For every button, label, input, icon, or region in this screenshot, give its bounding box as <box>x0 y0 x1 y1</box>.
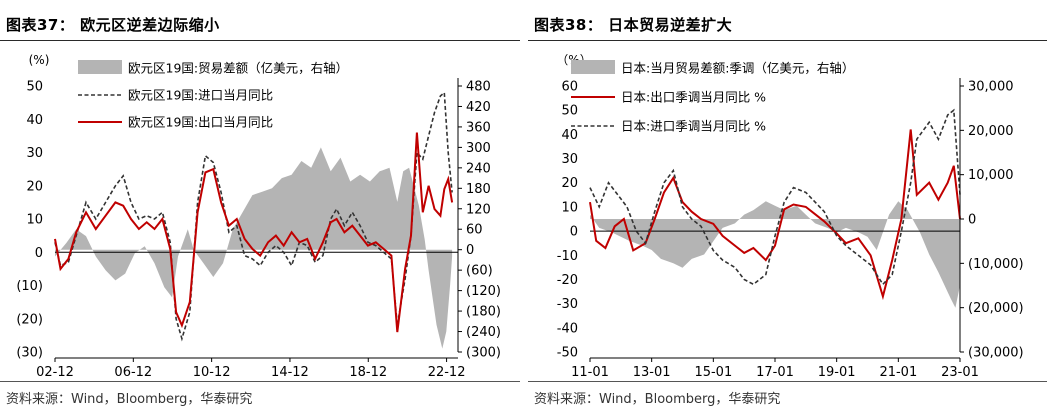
y-left-tick-label: 20 <box>26 179 43 194</box>
y-right-tick-label: 240 <box>466 161 491 176</box>
y-right-tick-label: 0 <box>968 213 976 228</box>
y-left-tick-label: (20) <box>16 312 43 327</box>
legend-label: 日本:进口季调当月同比 % <box>621 119 766 134</box>
series-line-dashed <box>589 108 961 286</box>
legend-label: 欧元区19国:进口当月同比 <box>128 88 273 103</box>
series-line-dashed <box>54 91 453 342</box>
y-left-tick-label: -20 <box>557 273 578 288</box>
legend-label: 欧元区19国:出口当月同比 <box>128 115 273 130</box>
x-tick-label: 14-12 <box>271 365 309 380</box>
y-right-tick-label: 300 <box>466 141 491 156</box>
x-tick-label: 21-01 <box>879 365 917 380</box>
y-right-tick-label: (300) <box>466 346 501 361</box>
chart-japan: （%）6050403020100-10-20-30-40-5030,00020,… <box>556 53 1024 380</box>
x-tick-label: 19-01 <box>818 365 856 380</box>
x-tick-label: 18-12 <box>349 365 387 380</box>
y-right-tick-label: (10,000) <box>968 257 1024 272</box>
y-left-tick-label: (10) <box>16 279 43 294</box>
y-right-tick-label: 480 <box>466 80 491 95</box>
y-left-tick-label: 50 <box>561 104 578 119</box>
chart-panel-japan: 图表38： 日本贸易逆差扩大 （%）6050403020100-10-20-30… <box>528 0 1047 417</box>
x-tick-label: 10-12 <box>193 365 231 380</box>
y-right-tick-label: (20,000) <box>968 301 1024 316</box>
chart-title: 图表38： 日本贸易逆差扩大 <box>534 16 733 34</box>
legend-label: 欧元区19国:贸易差额（亿美元，右轴） <box>128 61 348 76</box>
y-left-tick-label: 50 <box>26 80 43 95</box>
y-left-tick-label: -30 <box>557 297 578 312</box>
y-right-tick-label: 120 <box>466 202 491 217</box>
y-right-tick-label: 10,000 <box>968 168 1014 183</box>
y-left-tick-label: 30 <box>561 152 578 167</box>
chart-panel-eurozone: 图表37： 欧元区逆差边际缩小 (%) 50 40 30 20 10 0 (10) (20) (3… <box>0 0 520 417</box>
y-right-tick-label: (120) <box>466 284 501 299</box>
x-tick-label: 13-01 <box>633 365 671 380</box>
y-left-tick-label: 10 <box>561 200 578 215</box>
y-left-tick-label: 40 <box>561 128 578 143</box>
y-left-tick-label: -10 <box>557 249 578 264</box>
series-line-red <box>54 132 454 333</box>
chart-source: 资料来源：Wind，Bloomberg，华泰研究 <box>534 392 781 407</box>
legend-label: 日本:当月贸易差额:季调（亿美元，右轴） <box>621 61 854 76</box>
source-divider <box>528 381 1047 382</box>
y-left-tick-label: -40 <box>557 321 578 336</box>
y-right-tick-label: 180 <box>466 182 491 197</box>
y-left-tick-label: 40 <box>26 113 43 128</box>
chart-title: 图表37： 欧元区逆差边际缩小 <box>6 16 220 34</box>
y-right-tick-label: 20,000 <box>968 124 1014 139</box>
y-right-tick-label: 0 <box>466 243 474 258</box>
left-axis-unit: (%) <box>29 53 50 67</box>
series-area-trade-balance <box>55 147 453 349</box>
y-right-tick-label: 420 <box>466 100 491 115</box>
y-right-tick-label: (180) <box>466 305 501 320</box>
y-left-tick-label: 10 <box>26 213 43 228</box>
y-left-tick-label: 20 <box>561 176 578 191</box>
legend-swatch-area <box>571 60 615 74</box>
y-right-tick-label: (30,000) <box>968 346 1024 361</box>
y-right-tick-label: (240) <box>466 325 501 340</box>
legend-swatch-area <box>78 60 122 74</box>
y-left-tick-label: -50 <box>557 346 578 361</box>
y-left-tick-label: 30 <box>26 146 43 161</box>
title-divider <box>528 40 1047 41</box>
y-left-tick-label: 0 <box>35 246 43 261</box>
x-tick-label: 15-01 <box>694 365 732 380</box>
y-left-tick-label: 60 <box>561 80 578 95</box>
legend-label: 日本:出口季调当月同比 % <box>621 90 766 105</box>
x-tick-label: 06-12 <box>114 365 152 380</box>
title-divider <box>0 40 520 41</box>
y-left-tick-label: (30) <box>16 346 43 361</box>
y-left-tick-label: 0 <box>570 225 578 240</box>
x-tick-label: 17-01 <box>756 365 794 380</box>
y-right-tick-label: 360 <box>466 120 491 135</box>
y-right-tick-label: 30,000 <box>968 80 1014 95</box>
x-tick-label: 02-12 <box>36 365 74 380</box>
source-divider <box>0 381 520 382</box>
chart-source: 资料来源：Wind，Bloomberg，华泰研究 <box>6 392 253 407</box>
series-area-trade-balance <box>590 201 960 308</box>
x-tick-label: 11-01 <box>571 365 609 380</box>
x-tick-label: 23-01 <box>941 365 979 380</box>
y-right-tick-label: 60 <box>466 223 483 238</box>
y-right-tick-label: (60) <box>466 264 493 279</box>
x-tick-label: 22-12 <box>428 365 466 380</box>
chart-eurozone: (%) 50 40 30 20 10 0 (10) (20) (30) 480 420 360 300 24… <box>16 53 501 380</box>
